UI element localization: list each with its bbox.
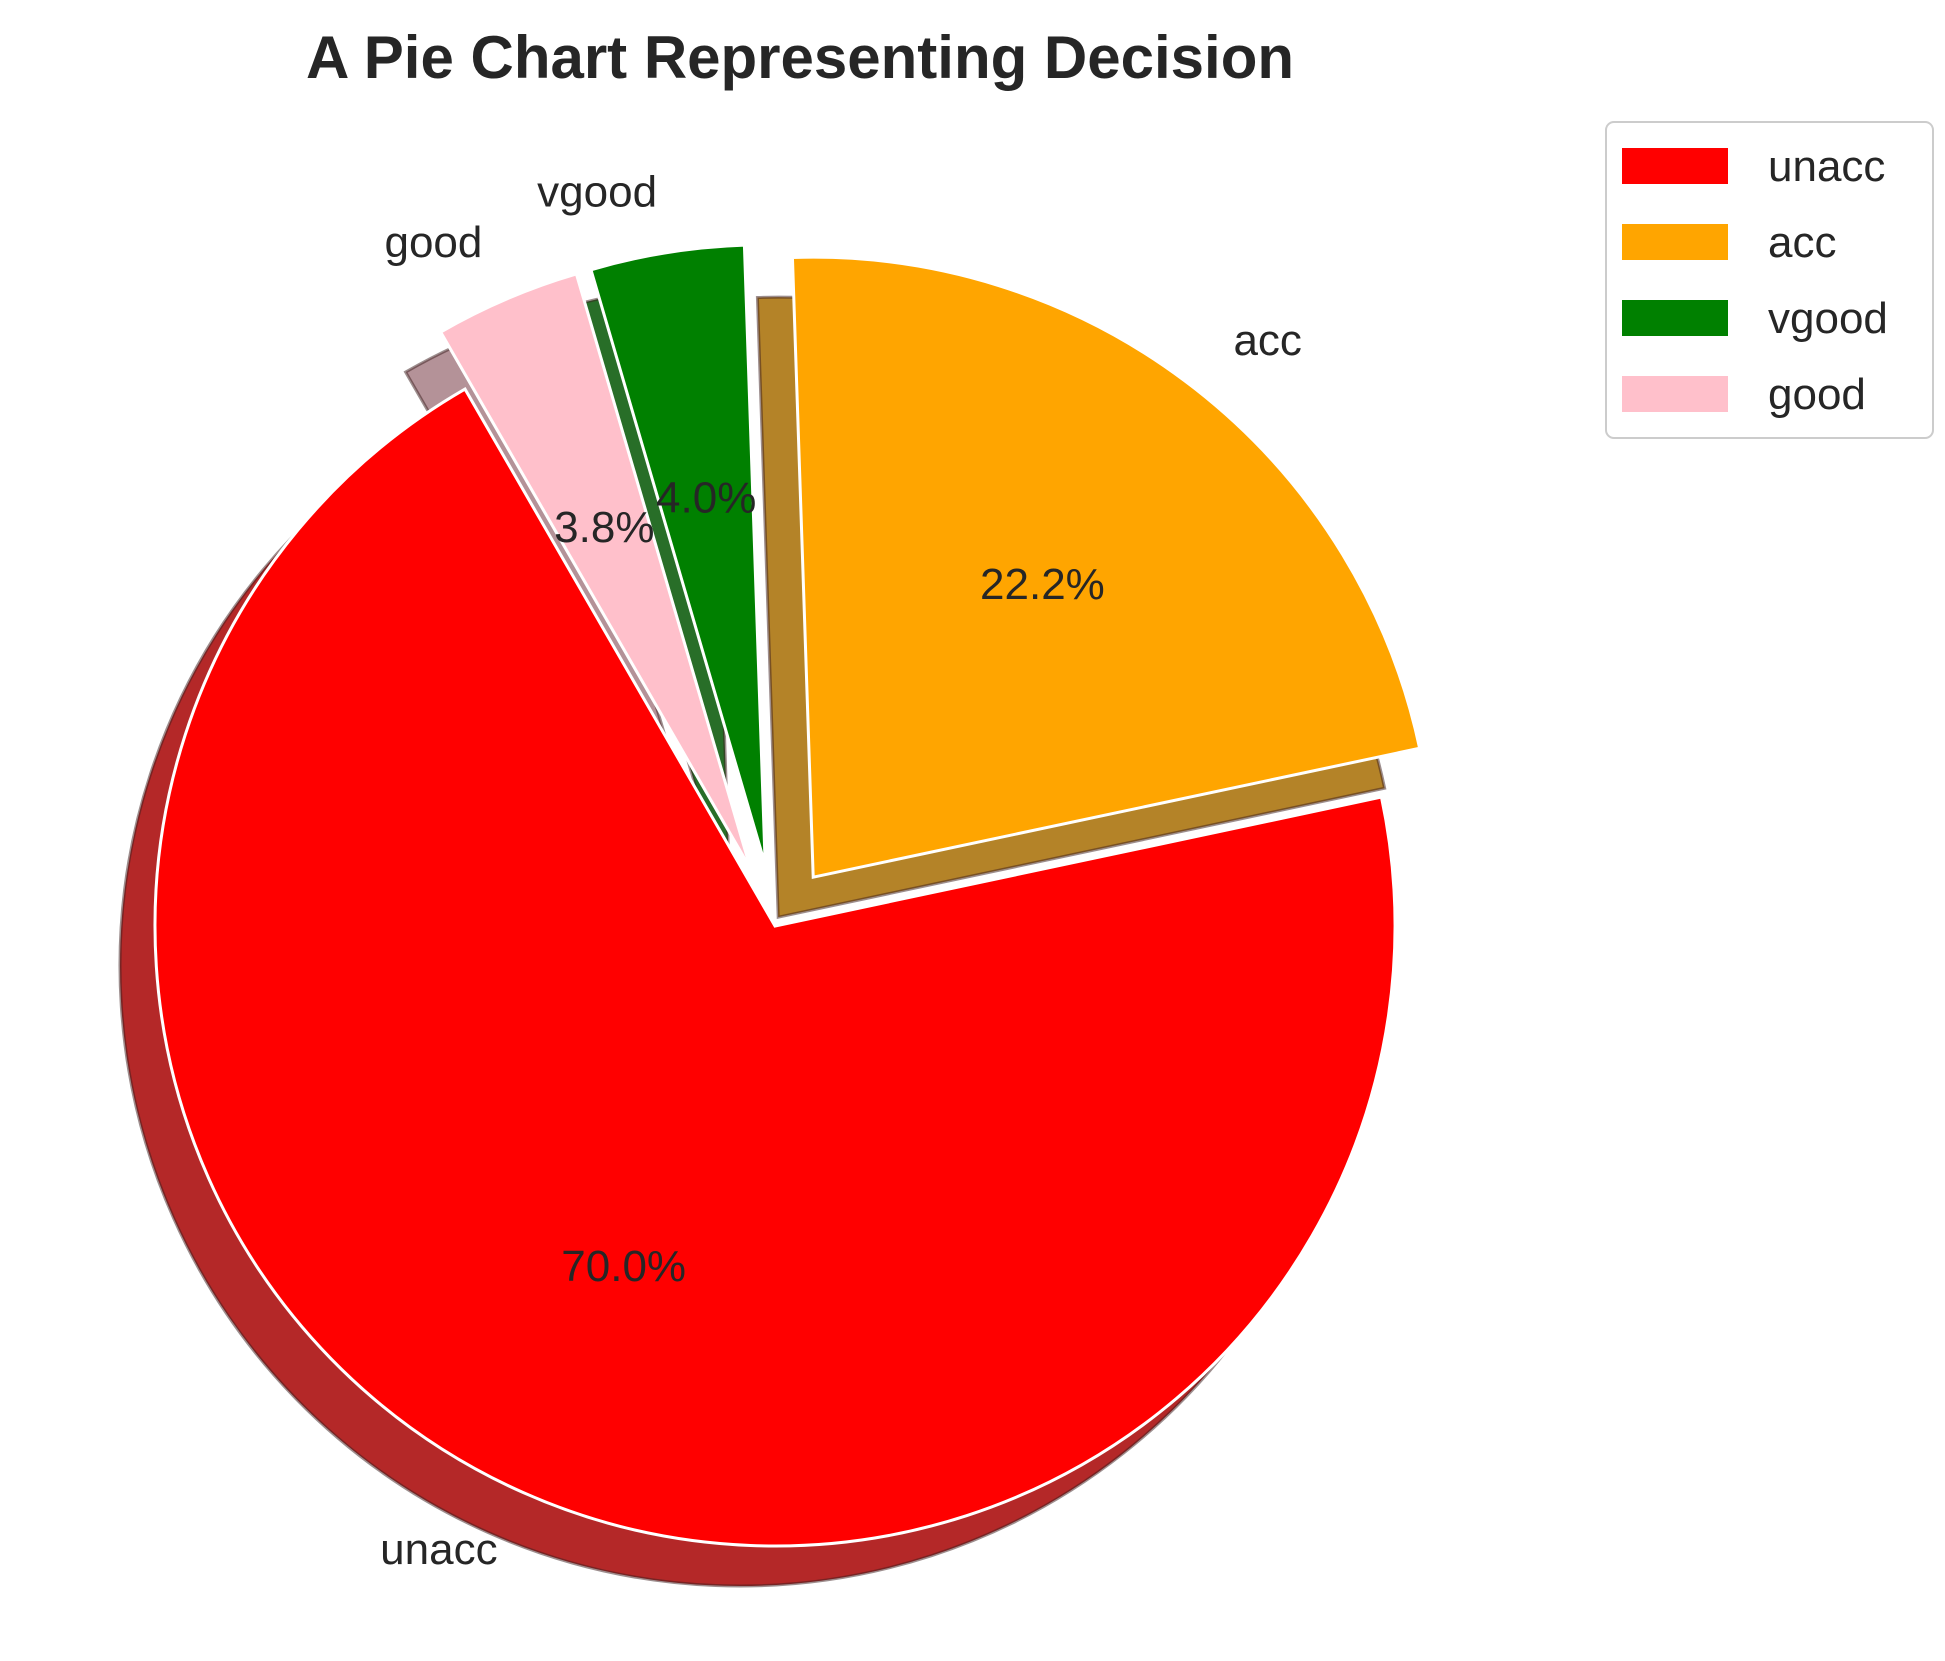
pie-slice-vgood xyxy=(589,243,767,866)
pie-slice-good xyxy=(438,272,753,870)
legend-label-good: good xyxy=(1768,370,1866,419)
pie-slices xyxy=(153,243,1422,1548)
pct-label-unacc: 70.0% xyxy=(561,1242,686,1291)
legend-label-acc: acc xyxy=(1768,218,1836,267)
pct-label-vgood: 4.0% xyxy=(656,473,756,522)
legend-swatch-unacc xyxy=(1622,148,1728,184)
chart-title: A Pie Chart Representing Decision xyxy=(306,24,1294,91)
legend-label-unacc: unacc xyxy=(1768,142,1885,191)
legend-swatch-acc xyxy=(1622,224,1728,260)
legend: unacc acc vgood good xyxy=(1605,121,1934,439)
pie-slice-acc xyxy=(790,255,1422,880)
pie-slice-unacc xyxy=(153,387,1397,1548)
pct-label-good: 3.8% xyxy=(554,503,654,552)
slice-label-good: good xyxy=(384,218,482,267)
legend-swatch-vgood xyxy=(1622,300,1728,336)
pie-labels: unacc 70.0% acc 22.2% vgood 4.0% good 3.8% xyxy=(380,167,1302,1574)
slice-label-vgood: vgood xyxy=(537,167,657,216)
legend-label-vgood: vgood xyxy=(1768,294,1888,343)
legend-swatch-good xyxy=(1622,376,1728,412)
pct-label-acc: 22.2% xyxy=(980,560,1105,609)
slice-label-unacc: unacc xyxy=(380,1525,497,1574)
slice-label-acc: acc xyxy=(1233,316,1301,365)
legend-frame xyxy=(1605,121,1934,439)
